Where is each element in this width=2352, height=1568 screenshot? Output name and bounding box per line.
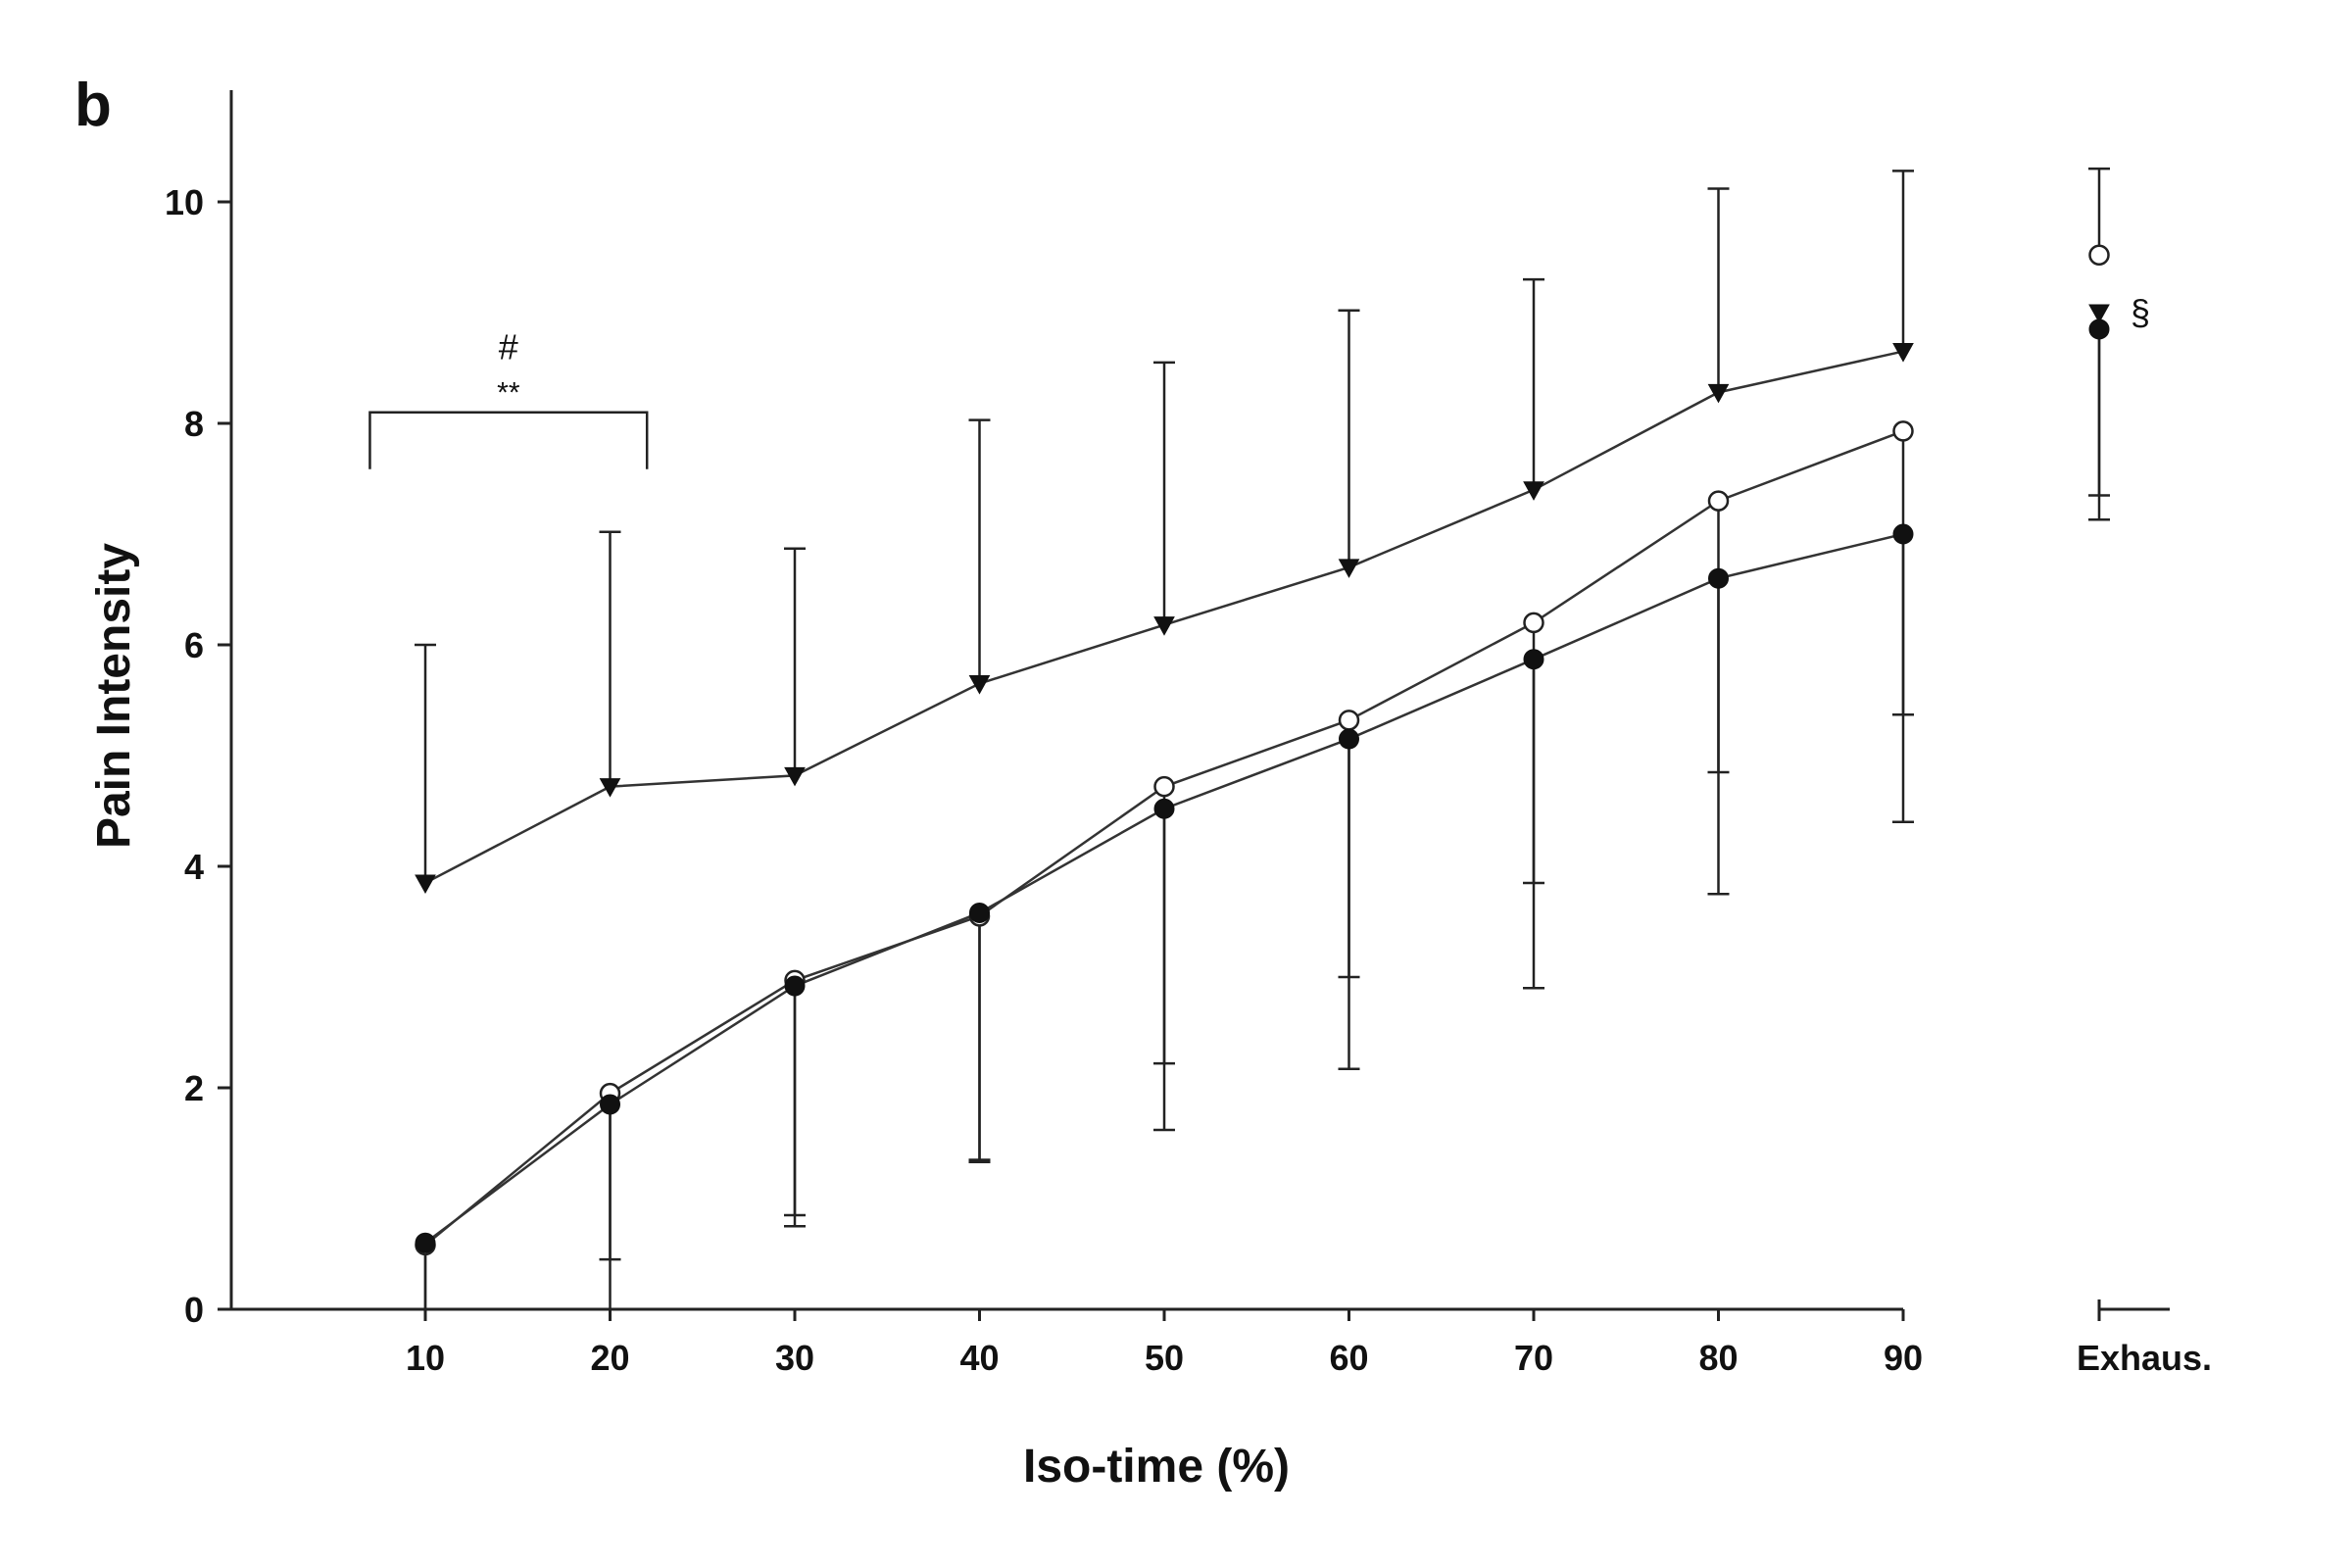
x-tick-label-exhaus: Exhaus. xyxy=(2077,1338,2212,1378)
marker-series-3 xyxy=(415,1232,436,1253)
y-axis-title: Pain Intensity xyxy=(88,543,140,849)
marker-series-3-exhaus xyxy=(2088,318,2110,340)
x-tick-label: 30 xyxy=(775,1338,814,1378)
marker-series-3 xyxy=(1339,728,1359,750)
x-tick-label: 80 xyxy=(1698,1338,1738,1378)
x-tick-label: 60 xyxy=(1329,1338,1368,1378)
annotation-stars: ** xyxy=(497,377,520,410)
annotation-hash: # xyxy=(499,327,518,368)
error-bars xyxy=(415,167,2110,1311)
x-axis-title: Iso-time (%) xyxy=(1023,1441,1290,1493)
x-tick-label: 10 xyxy=(406,1338,445,1378)
x-tick-label: 50 xyxy=(1145,1338,1184,1378)
marker-series-2 xyxy=(1338,710,1360,731)
markers xyxy=(415,244,2110,1256)
marker-series-1 xyxy=(415,874,436,894)
marker-series-1 xyxy=(1892,343,1914,363)
y-tick-label: 8 xyxy=(184,404,204,444)
marker-series-3 xyxy=(1708,567,1729,589)
marker-series-3 xyxy=(784,975,806,997)
annotation-section: § xyxy=(2131,292,2150,332)
y-ticks: 0 2 4 6 8 10 xyxy=(165,182,231,1330)
y-tick-label: 2 xyxy=(184,1068,204,1108)
marker-series-1 xyxy=(1338,559,1360,578)
marker-series-3 xyxy=(1153,798,1175,819)
axes xyxy=(229,90,2170,1311)
marker-series-2-exhaus xyxy=(2088,244,2110,266)
marker-series-3 xyxy=(969,902,990,923)
x-ticks: 10 20 30 40 50 60 70 80 90 Exhaus. xyxy=(406,1299,2212,1378)
marker-series-1 xyxy=(1523,481,1544,501)
annotations: # ** § xyxy=(368,292,2150,469)
marker-series-1 xyxy=(784,766,806,787)
marker-series-2 xyxy=(1707,490,1730,512)
x-tick-label: 90 xyxy=(1884,1338,1923,1378)
x-tick-label: 20 xyxy=(590,1338,629,1378)
y-tick-label: 0 xyxy=(184,1290,204,1330)
marker-series-1 xyxy=(1153,616,1175,636)
x-tick-label: 70 xyxy=(1514,1338,1553,1378)
marker-series-3 xyxy=(1892,523,1914,545)
marker-series-1 xyxy=(1707,383,1730,404)
significance-bracket xyxy=(368,411,649,469)
y-tick-label: 10 xyxy=(165,182,204,222)
marker-series-1 xyxy=(968,675,991,695)
x-tick-label: 40 xyxy=(959,1338,999,1378)
marker-series-2 xyxy=(1153,775,1175,798)
marker-series-2 xyxy=(1523,612,1544,634)
panel-label: b xyxy=(74,72,112,139)
marker-series-3 xyxy=(600,1094,620,1115)
marker-series-1 xyxy=(599,778,621,798)
y-tick-label: 4 xyxy=(184,847,204,887)
marker-series-1-exhaus xyxy=(2088,304,2110,324)
y-tick-label: 6 xyxy=(184,625,204,665)
marker-series-2 xyxy=(1892,420,1914,442)
marker-series-3 xyxy=(1523,649,1544,670)
